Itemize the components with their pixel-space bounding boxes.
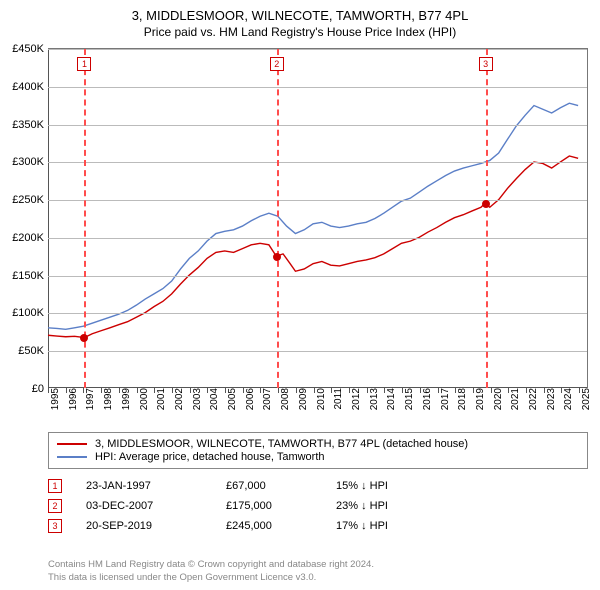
y-tick-label: £250K — [12, 194, 48, 206]
x-tick-label: 2004 — [203, 388, 220, 410]
event-diff: 23% ↓ HPI — [336, 500, 388, 512]
events-table: 1 23-JAN-1997£67,00015% ↓ HPI 2 03-DEC-2007… — [48, 476, 388, 536]
x-tick-label: 2009 — [292, 388, 309, 410]
y-gridline — [48, 125, 587, 126]
footer-line-2: This data is licensed under the Open Gov… — [48, 572, 374, 584]
event-number-badge: 3 — [48, 519, 62, 533]
x-tick-label: 1999 — [115, 388, 132, 410]
event-detail-row: 3 20-SEP-2019£245,00017% ↓ HPI — [48, 516, 388, 536]
page-subtitle: Price paid vs. HM Land Registry's House … — [0, 25, 600, 39]
x-tick-label: 1998 — [97, 388, 114, 410]
event-detail-row: 1 23-JAN-1997£67,00015% ↓ HPI — [48, 476, 388, 496]
y-gridline — [48, 162, 587, 163]
y-gridline — [48, 200, 587, 201]
sale-point — [482, 200, 490, 208]
legend-entry: 3, MIDDLESMOOR, WILNECOTE, TAMWORTH, B77… — [57, 438, 579, 450]
chart-plot-area: £0£50K£100K£150K£200K£250K£300K£350K£400… — [48, 48, 588, 388]
x-tick-label: 2012 — [345, 388, 362, 410]
x-tick-label: 2016 — [416, 388, 433, 410]
y-gridline — [48, 276, 587, 277]
legend-swatch — [57, 456, 87, 458]
x-tick-label: 2021 — [504, 388, 521, 410]
x-tick-label: 2007 — [256, 388, 273, 410]
x-tick-label: 2005 — [221, 388, 238, 410]
event-marker: 3 — [479, 57, 493, 71]
y-tick-label: £350K — [12, 119, 48, 131]
x-tick-label: 2001 — [150, 388, 167, 410]
event-price: £67,000 — [226, 480, 336, 492]
page-title: 3, MIDDLESMOOR, WILNECOTE, TAMWORTH, B77… — [0, 8, 600, 23]
y-gridline — [48, 313, 587, 314]
event-detail-row: 2 03-DEC-2007£175,00023% ↓ HPI — [48, 496, 388, 516]
x-tick-label: 2018 — [451, 388, 468, 410]
x-tick-label: 2022 — [522, 388, 539, 410]
y-tick-label: £450K — [12, 43, 48, 55]
legend-label: 3, MIDDLESMOOR, WILNECOTE, TAMWORTH, B77… — [95, 438, 468, 450]
event-marker: 1 — [77, 57, 91, 71]
x-tick-label: 1996 — [62, 388, 79, 410]
x-tick-label: 2000 — [133, 388, 150, 410]
y-tick-label: £150K — [12, 270, 48, 282]
footer-line-1: Contains HM Land Registry data © Crown c… — [48, 559, 374, 571]
x-tick-label: 2010 — [310, 388, 327, 410]
x-tick-label: 1997 — [79, 388, 96, 410]
event-number-badge: 1 — [48, 479, 62, 493]
chart-lines-svg — [48, 49, 587, 388]
event-price: £175,000 — [226, 500, 336, 512]
event-diff: 17% ↓ HPI — [336, 520, 388, 532]
legend-swatch — [57, 443, 87, 445]
event-number-badge: 2 — [48, 499, 62, 513]
legend-label: HPI: Average price, detached house, Tamw… — [95, 451, 325, 463]
y-tick-label: £300K — [12, 156, 48, 168]
x-tick-label: 1995 — [44, 388, 61, 410]
y-gridline — [48, 238, 587, 239]
event-diff: 15% ↓ HPI — [336, 480, 388, 492]
event-reference-line — [277, 49, 279, 388]
x-tick-label: 2025 — [575, 388, 592, 410]
y-tick-label: £400K — [12, 81, 48, 93]
x-tick-label: 2017 — [434, 388, 451, 410]
y-gridline — [48, 87, 587, 88]
event-date: 03-DEC-2007 — [86, 500, 226, 512]
legend-entry: HPI: Average price, detached house, Tamw… — [57, 451, 579, 463]
x-tick-label: 2006 — [239, 388, 256, 410]
y-tick-label: £100K — [12, 307, 48, 319]
sale-point — [80, 334, 88, 342]
x-tick-label: 2013 — [363, 388, 380, 410]
title-block: 3, MIDDLESMOOR, WILNECOTE, TAMWORTH, B77… — [0, 0, 600, 41]
footer-attribution: Contains HM Land Registry data © Crown c… — [48, 559, 374, 584]
event-reference-line — [486, 49, 488, 388]
x-tick-label: 2008 — [274, 388, 291, 410]
x-tick-label: 2020 — [487, 388, 504, 410]
event-marker: 2 — [270, 57, 284, 71]
chart-page: 3, MIDDLESMOOR, WILNECOTE, TAMWORTH, B77… — [0, 0, 600, 590]
y-tick-label: £50K — [18, 345, 48, 357]
x-tick-label: 2002 — [168, 388, 185, 410]
x-tick-label: 2024 — [557, 388, 574, 410]
y-tick-label: £200K — [12, 232, 48, 244]
x-tick-label: 2003 — [186, 388, 203, 410]
sale-point — [273, 253, 281, 261]
x-tick-label: 2011 — [327, 388, 344, 410]
x-tick-label: 2015 — [398, 388, 415, 410]
x-tick-label: 2014 — [380, 388, 397, 410]
y-gridline — [48, 49, 587, 50]
event-date: 23-JAN-1997 — [86, 480, 226, 492]
y-gridline — [48, 351, 587, 352]
event-date: 20-SEP-2019 — [86, 520, 226, 532]
series-line-hpi — [48, 103, 578, 329]
x-tick-label: 2019 — [469, 388, 486, 410]
x-tick-label: 2023 — [540, 388, 557, 410]
legend-box: 3, MIDDLESMOOR, WILNECOTE, TAMWORTH, B77… — [48, 432, 588, 469]
event-price: £245,000 — [226, 520, 336, 532]
